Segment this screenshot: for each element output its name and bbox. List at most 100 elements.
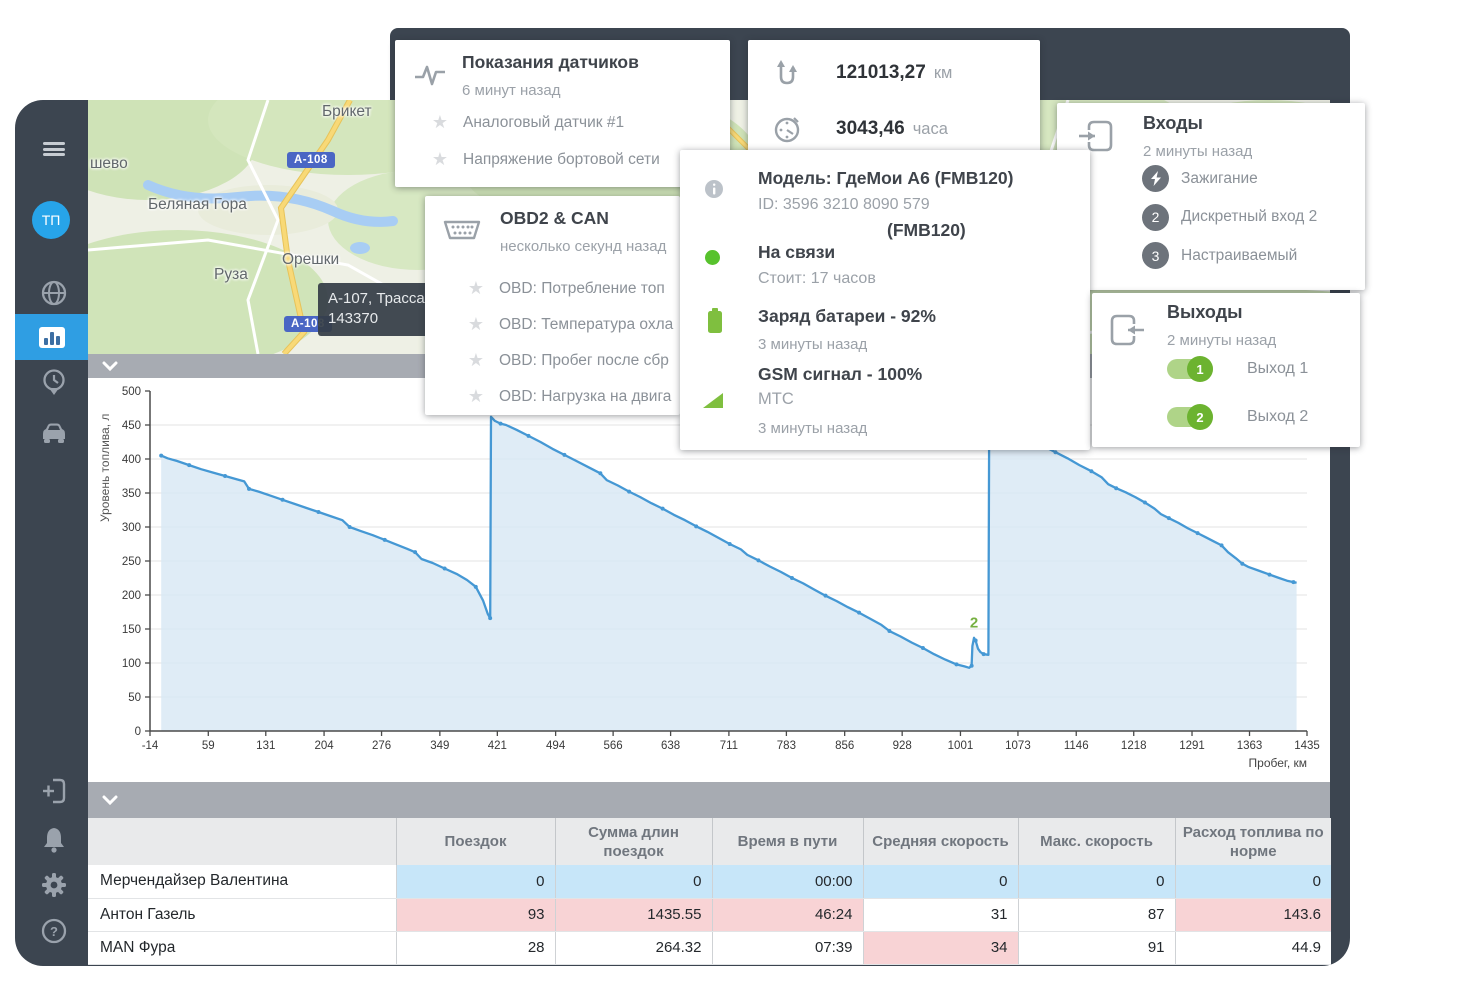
svg-text:204: 204 [314,740,334,752]
svg-text:250: 250 [122,556,141,568]
outputs-card-title: Выходы [1167,302,1243,322]
sensor-item: ★ Аналоговый датчик #1 [429,112,624,133]
sidebar-item-geo[interactable] [37,276,71,310]
svg-text:1218: 1218 [1121,740,1147,752]
stat-value-cell: 0 [396,865,556,899]
stat-value-cell: 0 [1018,865,1176,899]
sidebar-item-vehicles[interactable] [37,416,71,450]
counters-card: 121013,27 км 3043,46 часа [748,40,1040,158]
obd-item-label: OBD: Нагрузка на двига [499,387,672,405]
svg-text:856: 856 [835,740,854,752]
device-id: ID: 3596 3210 8090 579 [758,196,930,213]
sidebar-item-add-device[interactable] [37,774,71,808]
toggle-knob: 1 [1187,356,1213,382]
obd-item: ★ OBD: Нагрузка на двига [465,386,671,407]
menu-button[interactable] [37,132,71,166]
svg-text:1363: 1363 [1237,740,1263,752]
car-icon [43,423,65,443]
fuel-level-chart[interactable]: 0 50 100 150 200 250 300 350 400 450 500 -14 59 131 20… [110,385,1320,783]
info-icon [705,180,723,198]
obd-item-label: OBD: Потребление топ [499,279,665,297]
pulse-icon [415,65,445,86]
map-place-label: Руза [214,266,248,283]
star-icon[interactable]: ★ [467,386,485,406]
svg-text:276: 276 [372,740,391,752]
output-toggle[interactable]: 1 [1167,356,1239,382]
engine-hours-icon [774,117,800,143]
star-icon[interactable]: ★ [431,112,449,132]
svg-text:1435: 1435 [1294,740,1320,752]
star-icon[interactable]: ★ [467,350,485,370]
table-header-cell[interactable]: Время в пути [712,818,864,865]
output-item: 2 Выход 2 [1167,404,1308,430]
map-place-label: Беляная Гора [148,196,247,213]
star-icon[interactable]: ★ [431,149,449,169]
avatar[interactable]: ТП [32,201,70,239]
svg-text:350: 350 [122,488,141,500]
obd-item: ★ OBD: Потребление топ [465,278,665,299]
stat-value-cell: 143.6 [1175,898,1331,932]
table-header-cell[interactable] [88,818,397,865]
output-item-label: Выход 1 [1247,360,1309,377]
outputs-icon [1110,314,1144,346]
table-header-cell[interactable]: Поездок [396,818,556,865]
unit-name-cell[interactable]: Мерчендайзер Валентина [88,865,397,899]
stat-value-cell: 46:24 [712,898,864,932]
sidebar-item-history[interactable] [37,366,71,400]
bar-chart-icon [38,326,65,348]
obd-item-label: OBD: Температура охла [499,315,674,333]
inputs-card-title: Входы [1143,113,1203,133]
table-row: Мерчендайзер Валентина 0 0 00:00 0 0 0 [88,865,1331,899]
sensor-item: ★ Напряжение бортовой сети [429,149,660,170]
sensor-item-label: Напряжение бортовой сети [463,150,660,168]
device-id-extra: (FMB120) [887,220,966,240]
stat-value-cell: 0 [555,865,713,899]
table-collapse-bar[interactable] [88,782,1330,818]
chevron-down-icon [102,795,118,805]
svg-text:Пробег, км: Пробег, км [1249,756,1307,770]
star-icon[interactable]: ★ [467,278,485,298]
stat-value-cell: 93 [396,898,556,932]
lightning-icon [1142,165,1169,192]
stat-value-cell: 28 [396,931,556,965]
sidebar-item-settings[interactable] [37,868,71,902]
output-toggle[interactable]: 2 [1167,404,1239,430]
sidebar-item-reports-active[interactable] [15,314,88,360]
svg-text:400: 400 [122,454,141,466]
sidebar-item-notifications[interactable] [37,822,71,856]
table-row: Антон Газель 93 1435.55 46:24 31 87 143.6 [88,898,1331,932]
svg-text:928: 928 [893,740,912,752]
sidebar-item-help[interactable]: ? [37,914,71,948]
unit-name-cell[interactable]: MAN Фура [88,931,397,965]
svg-text:711: 711 [720,740,738,752]
outputs-card: Выходы 2 минуты назад 1 Выход 1 2 Выход 2 [1092,293,1360,447]
table-header-cell[interactable]: Средняя скорость [863,818,1019,865]
hamburger-icon [43,140,65,159]
gsm-operator: МТС [758,390,794,408]
svg-text:50: 50 [128,692,141,704]
outputs-card-time: 2 минуты назад [1167,332,1277,349]
svg-text:450: 450 [122,420,141,432]
mileage-unit: км [933,63,953,82]
stat-value-cell: 0 [863,865,1019,899]
svg-text:59: 59 [202,740,215,752]
table-header-cell[interactable]: Расход топлива по норме [1175,818,1331,865]
svg-text:349: 349 [430,740,449,752]
svg-text:100: 100 [122,658,141,670]
table-header-cell[interactable]: Макс. скорость [1018,818,1176,865]
svg-text:150: 150 [122,624,141,636]
map-tooltip-code: 143370 [328,310,379,327]
star-icon[interactable]: ★ [467,314,485,334]
stat-value-cell: 44.9 [1175,931,1331,965]
mileage-value: 121013,27 [836,62,926,83]
device-status: На связи [758,242,836,262]
stat-value-cell: 1435.55 [555,898,713,932]
device-status-detail: Стоит: 17 часов [758,270,876,287]
svg-text:300: 300 [122,522,141,534]
unit-name-cell[interactable]: Антон Газель [88,898,397,932]
sensors-card: Показания датчиков 6 минут назад ★ Аналог… [395,40,730,187]
obd-item: ★ OBD: Пробег после сбр [465,350,669,371]
input-item-label: Зажигание [1181,169,1258,187]
table-header-cell[interactable]: Сумма длин поездок [555,818,713,865]
